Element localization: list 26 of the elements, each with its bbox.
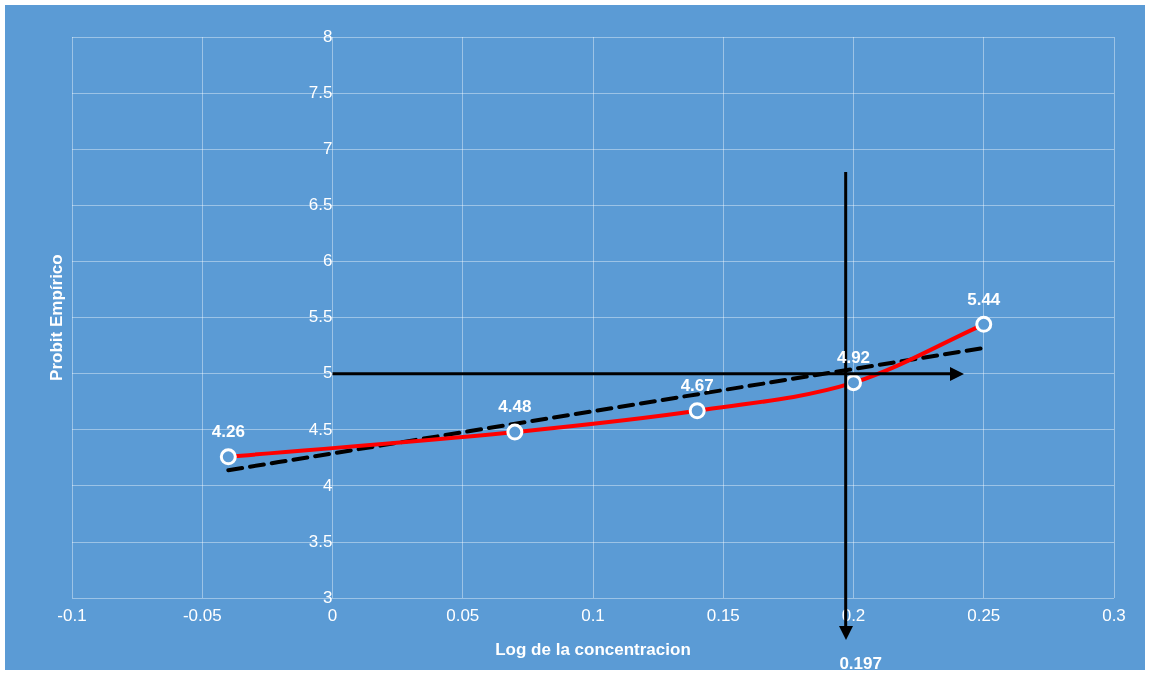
- y-tick-label: 6: [323, 251, 333, 271]
- y-tick-label: 5.5: [308, 307, 333, 327]
- y-tick-label: 7.5: [308, 82, 333, 102]
- x-axis-title: Log de la concentracion: [495, 640, 691, 660]
- y-axis-title: Probit Empírico: [46, 254, 66, 381]
- x-tick-label: 0.1: [581, 606, 605, 626]
- data-label: 4.26: [211, 421, 245, 441]
- x-tick-label: -0.05: [182, 606, 222, 626]
- ref-line-label: 0.197: [839, 653, 882, 673]
- y-tick-label: 3: [323, 587, 333, 607]
- y-tick-label: 7: [323, 138, 333, 158]
- data-label: 5.44: [967, 289, 1001, 309]
- x-tick-label: 0.25: [967, 606, 1001, 626]
- data-label: 4.67: [680, 375, 714, 395]
- x-tick-label: 0: [327, 606, 338, 626]
- y-tick-label: 4.5: [308, 419, 333, 439]
- x-tick-label: 0.3: [1102, 606, 1126, 626]
- x-tick-label: 0.15: [706, 606, 740, 626]
- x-tick-label: 0.05: [446, 606, 480, 626]
- y-tick-label: 5: [323, 363, 333, 383]
- y-tick-label: 3.5: [308, 531, 333, 551]
- x-tick-label: -0.1: [57, 606, 87, 626]
- y-tick-label: 6.5: [308, 195, 333, 215]
- data-label: 4.48: [498, 397, 532, 417]
- y-tick-label: 8: [323, 26, 333, 46]
- y-tick-label: 4: [323, 475, 333, 495]
